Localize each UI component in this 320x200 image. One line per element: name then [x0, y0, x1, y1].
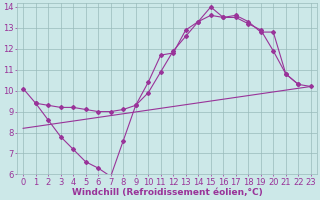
X-axis label: Windchill (Refroidissement éolien,°C): Windchill (Refroidissement éolien,°C) — [72, 188, 262, 197]
